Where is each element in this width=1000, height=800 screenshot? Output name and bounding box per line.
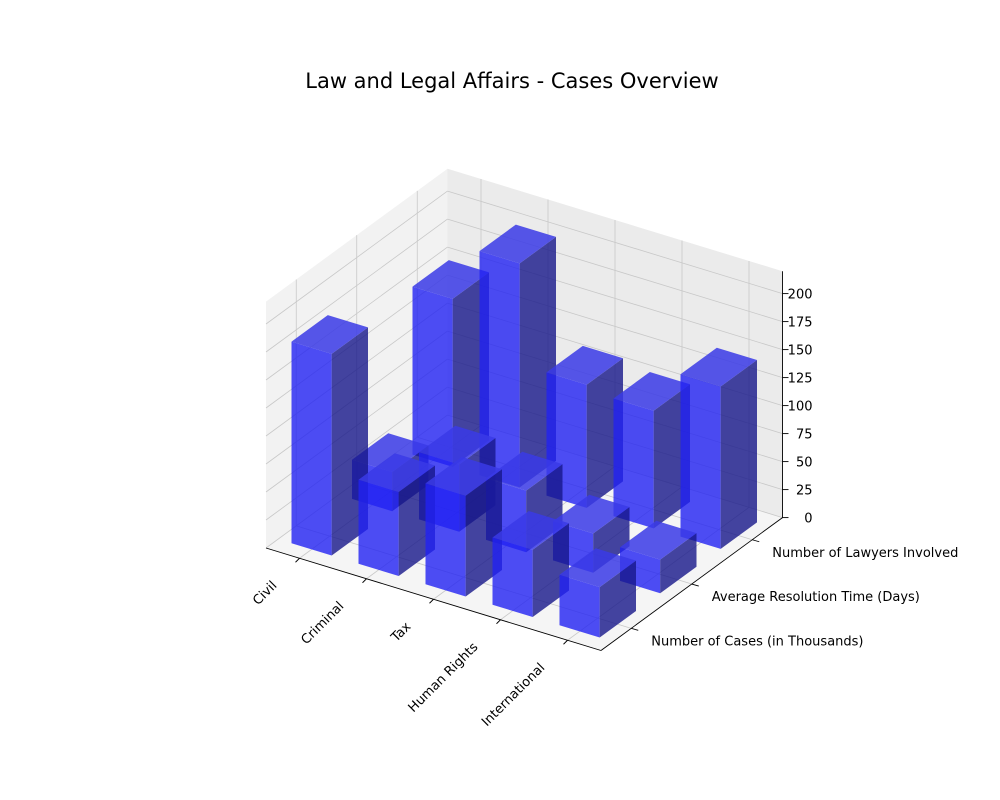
bar-top-face — [620, 520, 697, 560]
bar-top-face — [492, 511, 569, 550]
z-tick-label: 50 — [796, 456, 813, 471]
bar-front-face — [479, 251, 520, 488]
bar — [291, 315, 368, 556]
bar-front-face — [613, 398, 654, 529]
x-tick — [295, 557, 300, 563]
bar-side-face — [720, 360, 757, 549]
z-tick-label: 200 — [788, 288, 813, 303]
z-tick-label: 125 — [788, 372, 813, 387]
bar-top-face — [412, 260, 489, 299]
bar-top-face — [419, 425, 496, 465]
bar-top-face — [486, 451, 563, 491]
x-tick — [362, 578, 367, 584]
bars — [291, 224, 757, 638]
bar — [559, 548, 636, 638]
z-tick-label: 100 — [788, 400, 813, 415]
category-label: Criminal — [298, 599, 347, 648]
bar — [425, 456, 502, 597]
bar-top-face — [352, 433, 429, 472]
bar-front-face — [559, 574, 600, 638]
bar-front-face — [412, 286, 453, 467]
bar-top-face — [680, 347, 757, 387]
series-label: Number of Lawyers Involved — [772, 546, 958, 561]
bar-top-face — [479, 224, 556, 264]
bar-side-face — [660, 533, 697, 594]
bar-top-face — [291, 315, 368, 354]
y-tick — [752, 539, 760, 543]
axis-lines — [265, 271, 789, 651]
bar-top-face — [559, 548, 636, 588]
bar — [358, 453, 435, 576]
bar-top-face — [613, 372, 690, 411]
bar-front-face — [425, 483, 466, 597]
bar-top-face — [358, 453, 435, 492]
bar — [620, 520, 697, 594]
series-label: Average Resolution Time (Days) — [712, 590, 920, 605]
x-tick — [496, 619, 501, 625]
z-tick-label: 25 — [796, 484, 813, 499]
bar-top-face — [553, 494, 630, 534]
z-tick-label: 175 — [788, 316, 813, 331]
bar — [613, 372, 690, 529]
bar-top-face — [546, 345, 623, 385]
bar-front-face — [492, 537, 533, 617]
bar-front-face — [291, 341, 332, 556]
z-tick-label: 0 — [804, 512, 812, 527]
bar-front-face — [358, 479, 399, 576]
bar-top-face — [425, 456, 502, 496]
category-label: International — [479, 660, 548, 729]
z-tick-label: 150 — [788, 344, 813, 359]
bar-front-face — [680, 374, 721, 549]
bar — [680, 347, 757, 549]
x-tick — [429, 598, 434, 604]
category-label: Human Rights — [406, 640, 482, 716]
x-tick — [563, 639, 568, 645]
z-tick-label: 75 — [796, 428, 813, 443]
category-label: Civil — [250, 578, 280, 608]
series-label: Number of Cases (in Thousands) — [651, 634, 863, 649]
category-label: Tax — [388, 619, 415, 646]
y-tick — [631, 627, 639, 631]
bar-side-face — [599, 560, 636, 638]
chart-title: Law and Legal Affairs - Cases Overview — [305, 69, 718, 93]
y-tick — [691, 583, 699, 587]
